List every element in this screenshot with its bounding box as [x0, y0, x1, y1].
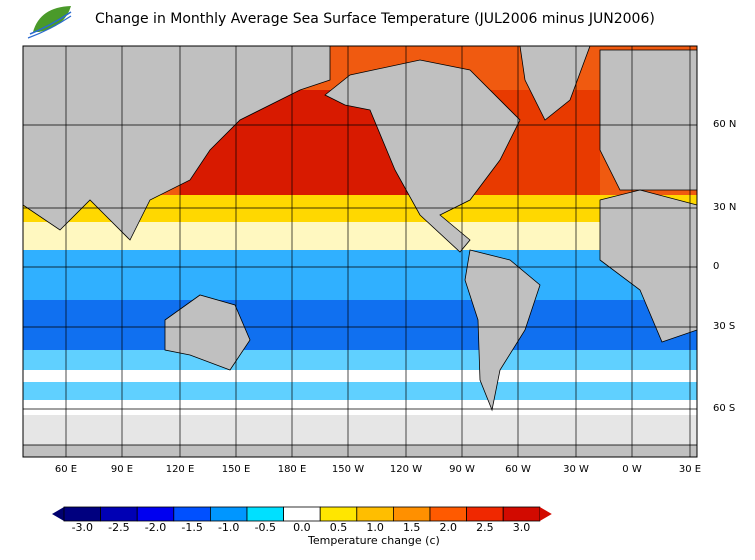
lon-label: 30 E [678, 464, 702, 475]
graticule [23, 46, 697, 457]
logo [25, 2, 75, 51]
colorbar-tick: -3.0 [71, 521, 94, 534]
antarctica [23, 444, 697, 457]
colorbar-swatch [319, 506, 358, 522]
colorbar-swatch [136, 506, 175, 522]
leaf-logo-icon [27, 6, 72, 39]
colorbar-tick: -2.5 [108, 521, 130, 534]
colorbar-tick: 2.5 [476, 521, 494, 534]
map-title: Change in Monthly Average Sea Surface Te… [95, 11, 655, 27]
lon-label: 30 W [563, 464, 589, 475]
colorbar-tick: 3.0 [512, 521, 531, 534]
land [23, 46, 697, 457]
colorbar-swatch [466, 506, 504, 522]
africa [599, 189, 697, 343]
north-america [324, 59, 521, 253]
lat-label: 30 S [713, 321, 736, 332]
colorbar-swatch [429, 506, 467, 522]
lon-label: 150 W [331, 464, 365, 475]
colorbar-swatch [246, 506, 284, 522]
colorbar-tick: 1.5 [402, 521, 421, 534]
colorbar-tick: 0.0 [293, 521, 311, 534]
colorbar-swatch [502, 506, 541, 522]
band-tropic [23, 250, 697, 300]
colorbar-tick: -1.0 [217, 521, 240, 534]
lon-label: 0 W [622, 464, 642, 475]
asia [23, 46, 331, 241]
lon-label: 120 W [389, 464, 423, 475]
lat-label: 60 S [713, 403, 736, 414]
band-south-tropic [23, 300, 697, 350]
colorbar-swatch [63, 506, 101, 522]
greenland [519, 46, 591, 121]
lat-label: 30 N [713, 202, 737, 213]
colorbar-swatch [392, 506, 431, 522]
lon-label: 150 E [221, 464, 251, 475]
lat-label: 0 [713, 261, 720, 272]
south-america [464, 249, 541, 412]
colorbar-tick: -0.5 [254, 521, 277, 534]
colorbar-over-arrow [539, 507, 552, 521]
colorbar-tick: 0.5 [329, 521, 348, 534]
lon-label: 90 W [449, 464, 475, 475]
colorbar-under-arrow [52, 507, 64, 521]
map-frame [22, 45, 698, 458]
colorbar-swatch [209, 506, 248, 522]
band-south-white [23, 370, 697, 382]
lon-label: 90 E [110, 464, 134, 475]
colorbar-tick: -2.0 [144, 521, 167, 534]
lon-label: 120 E [165, 464, 195, 475]
lon-label: 60 E [54, 464, 78, 475]
colorbar [52, 506, 552, 522]
colorbar-swatch [100, 506, 138, 522]
colorbar-swatch [356, 506, 394, 522]
colorbar-tick: 2.0 [439, 521, 458, 534]
lat-label: 60 N [713, 119, 737, 130]
sst-change-map [22, 45, 698, 458]
europe [599, 49, 697, 191]
lon-label: 180 E [277, 464, 307, 475]
colorbar-label: Temperature change (c) [308, 534, 440, 547]
colorbar-swatch [173, 506, 211, 522]
colorbar-tick: -1.5 [181, 521, 203, 534]
australia [164, 294, 251, 371]
colorbar-tick: 1.0 [366, 521, 384, 534]
lon-label: 60 W [505, 464, 531, 475]
colorbar-swatch [283, 506, 321, 522]
